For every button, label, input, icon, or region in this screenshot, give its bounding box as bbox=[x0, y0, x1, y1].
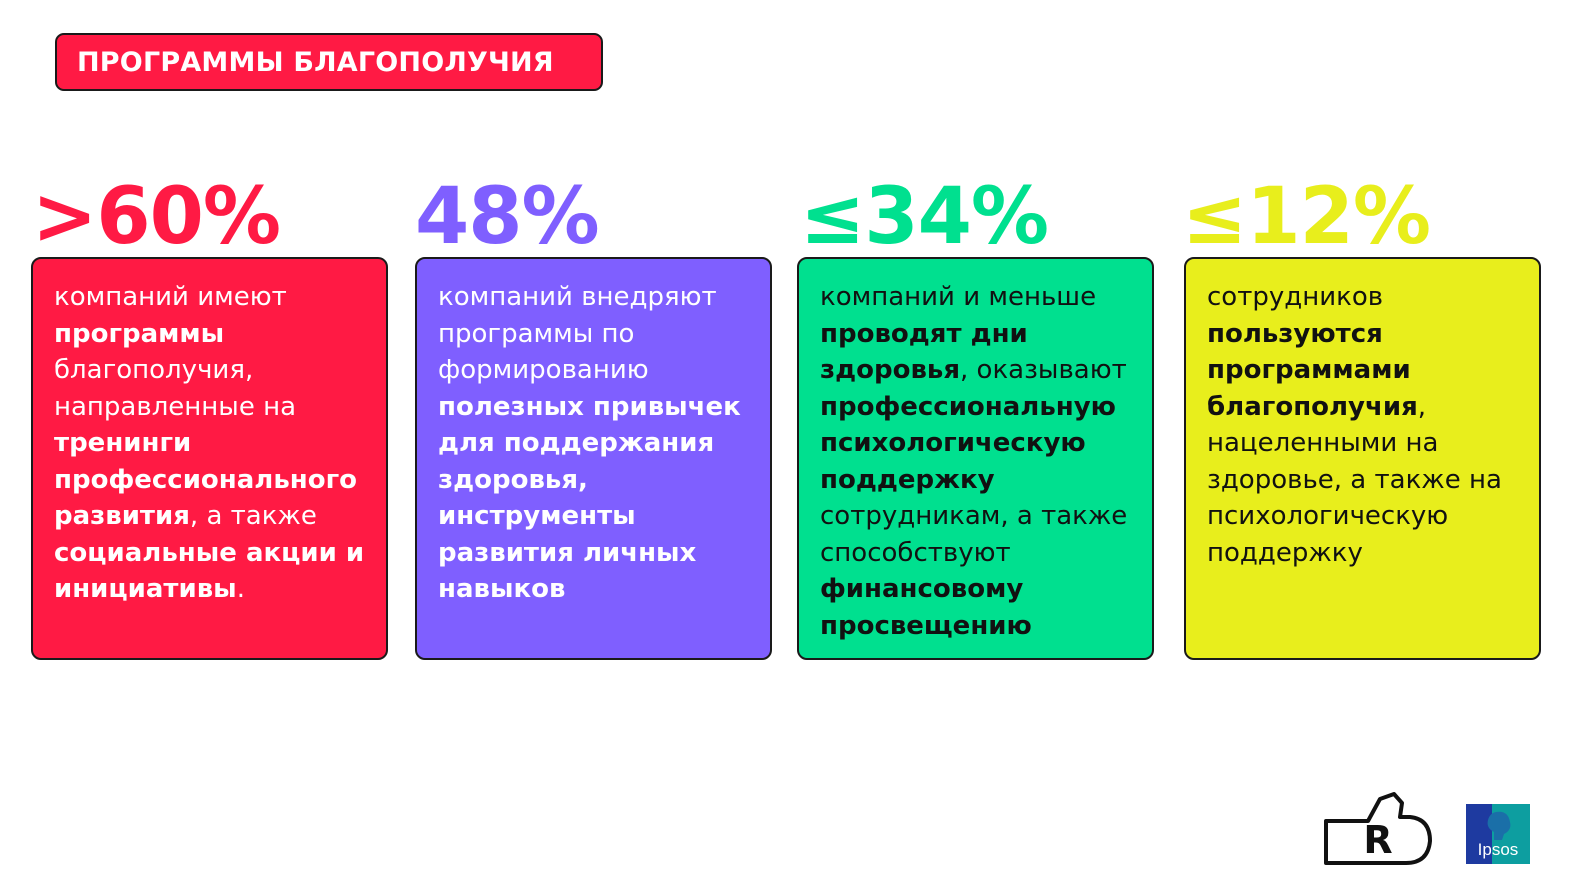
card-text: поддержку bbox=[1207, 537, 1363, 568]
page-title: ПРОГРАММЫ БЛАГОПОЛУЧИЯ bbox=[77, 46, 554, 78]
card-text-bold: поддержку bbox=[820, 464, 995, 495]
card-text: способствуют bbox=[820, 537, 1011, 568]
ipsos-logo-icon: Ipsos bbox=[1466, 804, 1530, 864]
stat-percentage-1: >60% bbox=[32, 172, 281, 262]
card-text-bold: пользуются bbox=[1207, 318, 1383, 349]
card-text: благополучия, bbox=[54, 355, 254, 385]
hand-r-logo-icon: R bbox=[1322, 791, 1434, 867]
card-description: компаний внедряют программы по формировани… bbox=[438, 279, 760, 608]
card-description: компаний имеют программы благополучия, напр… bbox=[54, 279, 376, 608]
card-text-bold: программами bbox=[1207, 355, 1411, 385]
stat-card-1: компаний имеют программы благополучия, напр… bbox=[31, 257, 388, 660]
card-text-bold: просвещению bbox=[820, 610, 1032, 641]
card-text: , bbox=[1417, 391, 1427, 422]
card-text-bold: инструменты bbox=[438, 501, 636, 531]
card-text: , оказывают bbox=[960, 355, 1127, 385]
card-text: компаний имеют bbox=[54, 282, 287, 312]
ipsos-logo-text: Ipsos bbox=[1477, 840, 1519, 859]
card-text-bold: развития личных bbox=[438, 537, 697, 568]
stat-percentage-3: ≤34% bbox=[800, 172, 1049, 262]
card-text-bold: полезных привычек bbox=[438, 391, 741, 422]
card-description: сотрудников пользуются программами благопол… bbox=[1207, 279, 1529, 571]
card-text: сотрудников bbox=[1207, 282, 1384, 312]
card-text: компаний и меньше bbox=[820, 282, 1097, 312]
stat-card-3: компаний и меньше проводят дни здоровья, о… bbox=[797, 257, 1154, 660]
card-text-bold: проводят дни bbox=[820, 318, 1028, 349]
card-text-bold: психологическую bbox=[820, 428, 1086, 458]
stat-percentage-2: 48% bbox=[415, 172, 600, 262]
card-text-bold: инициативы bbox=[54, 574, 237, 604]
card-text: компаний внедряют bbox=[438, 282, 717, 312]
card-text-bold: благополучия bbox=[1207, 391, 1418, 422]
stat-percentage-4: ≤12% bbox=[1182, 172, 1431, 262]
card-text-bold: финансовому bbox=[820, 574, 1024, 604]
card-text-bold: для поддержания bbox=[438, 428, 715, 458]
card-text-bold: тренинги bbox=[54, 428, 192, 458]
page-title-badge: ПРОГРАММЫ БЛАГОПОЛУЧИЯ bbox=[55, 33, 603, 91]
card-text-bold: развития bbox=[54, 501, 190, 531]
stat-card-2: компаний внедряют программы по формировани… bbox=[415, 257, 772, 660]
card-text-bold: профессиональную bbox=[820, 391, 1116, 422]
card-text-bold: социальные акции и bbox=[54, 537, 365, 568]
card-text: программы по bbox=[438, 318, 635, 349]
card-description: компаний и меньше проводят дни здоровья, о… bbox=[820, 279, 1142, 644]
card-text: здоровье, а также на bbox=[1207, 464, 1502, 495]
card-text-bold: навыков bbox=[438, 574, 566, 604]
card-text: формированию bbox=[438, 355, 649, 385]
card-text-bold: программы bbox=[54, 318, 225, 349]
svg-text:R: R bbox=[1363, 818, 1392, 862]
card-text-bold: профессионального bbox=[54, 464, 358, 495]
card-text: . bbox=[236, 574, 245, 604]
card-text-bold: здоровья, bbox=[438, 464, 588, 495]
card-text: , а также bbox=[189, 501, 317, 531]
card-text: психологическую bbox=[1207, 501, 1449, 531]
card-text: направленные на bbox=[54, 391, 297, 422]
card-text: сотрудникам, а также bbox=[820, 501, 1128, 531]
card-text: нацеленными на bbox=[1207, 428, 1439, 458]
card-text-bold: здоровья bbox=[820, 355, 961, 385]
stat-card-4: сотрудников пользуются программами благопол… bbox=[1184, 257, 1541, 660]
